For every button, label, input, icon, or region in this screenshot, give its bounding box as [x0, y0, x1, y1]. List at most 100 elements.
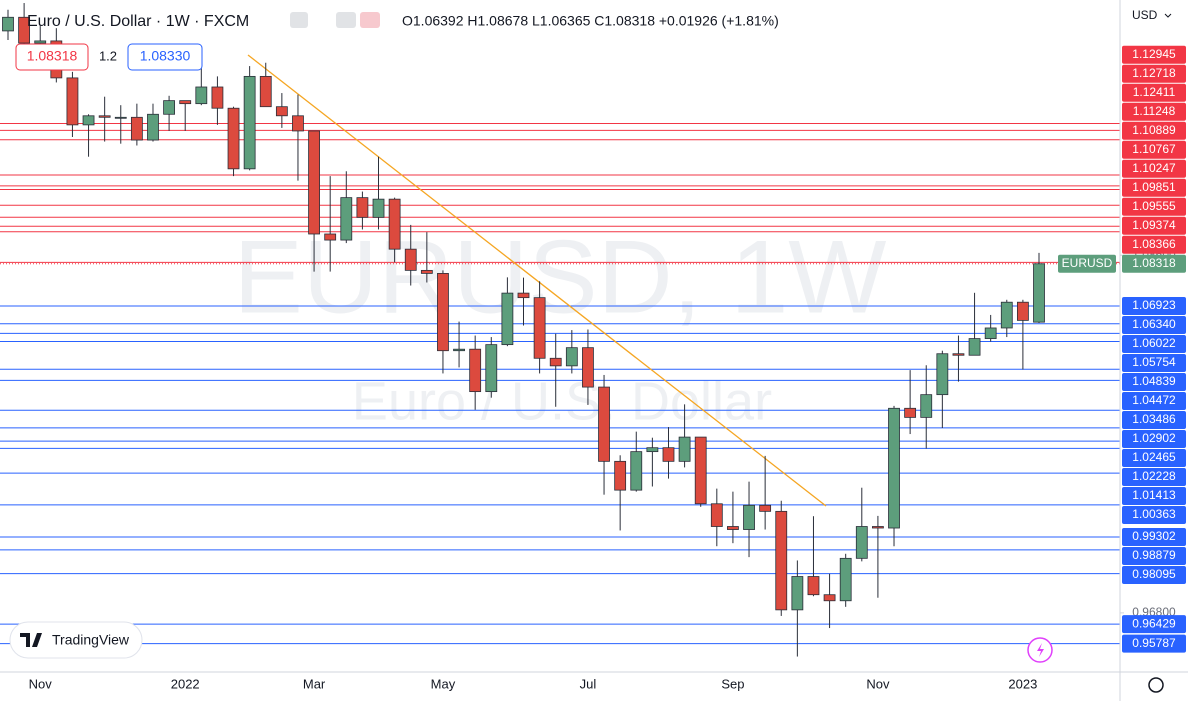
sell-button[interactable]	[15, 43, 89, 71]
candle-body	[211, 86, 224, 109]
candle-body	[614, 460, 627, 491]
candle-body	[791, 576, 804, 611]
candle-body	[904, 407, 917, 418]
x-tick-label: 2023	[1008, 676, 1037, 691]
icon[interactable]	[336, 12, 356, 28]
icon[interactable]	[360, 12, 380, 28]
candle-body	[163, 100, 175, 115]
level-label: 1.12718	[1132, 66, 1176, 80]
candle-body	[888, 407, 900, 529]
candle-body	[356, 197, 369, 218]
candle-body	[759, 504, 772, 512]
candle-body	[66, 77, 79, 126]
level-label-box	[1122, 102, 1186, 121]
level-label-box	[1122, 392, 1186, 411]
candle-body	[839, 557, 852, 602]
level-label-box	[1122, 430, 1186, 449]
candle-body	[469, 348, 482, 393]
level-label-box	[1122, 335, 1186, 354]
level-label: 1.09555	[1132, 199, 1176, 213]
candle-body	[420, 269, 433, 274]
candle-body	[275, 106, 288, 117]
level-label: 1.09851	[1132, 180, 1176, 194]
candle-body	[179, 100, 192, 105]
candle-body	[920, 394, 933, 418]
settings-icon[interactable]	[1148, 677, 1164, 693]
candle-body	[404, 248, 417, 271]
level-label: 1.10889	[1132, 123, 1176, 137]
level-label: 1.05754	[1132, 355, 1176, 369]
logo-icon	[20, 633, 42, 647]
candle-body	[437, 273, 449, 352]
sell-price[interactable]: 1.08318	[27, 48, 78, 64]
candle-body	[34, 40, 47, 44]
levels	[0, 123, 1120, 645]
candle-body	[743, 504, 755, 530]
currency-caret	[1164, 13, 1172, 18]
currency[interactable]: USD	[1132, 8, 1158, 22]
level-label-box	[1122, 121, 1186, 140]
candle-body	[598, 386, 610, 462]
candle-body	[517, 292, 530, 299]
level-label: 0.98879	[1132, 548, 1176, 562]
candle-body	[130, 116, 143, 141]
watermark-description: Euro / U.S. Dollar	[352, 371, 772, 431]
level-label-box	[1122, 316, 1186, 335]
symbol-title: Euro / U.S. Dollar · 1W · FXCM	[27, 13, 249, 30]
candle-body	[855, 526, 868, 559]
level-label: 1.00363	[1132, 507, 1176, 521]
candle-body	[952, 353, 965, 356]
level-label-box	[1122, 634, 1186, 653]
level-label: 1.02902	[1132, 431, 1176, 445]
candle-body	[823, 594, 836, 602]
level-label-box	[1122, 566, 1186, 585]
level-label-box	[1122, 216, 1186, 235]
level-label: 1.09374	[1132, 218, 1176, 232]
x-tick-label: Mar	[303, 676, 326, 691]
candle-body	[195, 86, 208, 105]
candle-body	[582, 347, 594, 388]
candle-body	[259, 75, 272, 108]
candle-body	[2, 16, 14, 32]
time-axis	[0, 672, 1120, 701]
candle-body	[694, 436, 707, 505]
level-label: 1.02465	[1132, 450, 1176, 464]
candle-body	[98, 115, 111, 118]
candle-body	[485, 344, 498, 393]
x-tick-label: Nov	[866, 676, 890, 691]
level-label: 1.06340	[1132, 317, 1176, 331]
level-label-box	[1122, 235, 1186, 254]
candle-body	[388, 198, 401, 250]
candle-body	[1016, 301, 1029, 321]
candle-body	[872, 526, 884, 529]
symbol-tag-box	[1058, 254, 1116, 273]
level-label: 1.06022	[1132, 336, 1176, 350]
candle-body	[549, 357, 562, 367]
candle-body	[630, 451, 643, 491]
logo-text[interactable]: TradingView	[52, 632, 130, 648]
level-label-box	[1122, 159, 1186, 178]
level-label: 1.11248	[1133, 104, 1176, 118]
candle-body	[308, 130, 320, 235]
level-label-box	[1122, 197, 1186, 216]
level-label: 1.06923	[1132, 298, 1176, 312]
level-label: 0.95787	[1132, 636, 1176, 650]
x-tick-label: Sep	[721, 676, 744, 691]
x-tick-label: Jul	[580, 676, 597, 691]
level-label: 1.04472	[1132, 393, 1176, 407]
candle-body	[646, 447, 659, 453]
level-label-box	[1122, 354, 1186, 373]
level-label-box	[1122, 178, 1186, 197]
candle-body	[807, 576, 820, 596]
icon[interactable]	[290, 12, 308, 28]
buy-button[interactable]	[127, 43, 203, 71]
x-tick-label: 2022	[171, 676, 200, 691]
alert-bolt	[1037, 643, 1044, 657]
candle-body	[710, 503, 723, 527]
logo-box[interactable]	[9, 621, 143, 659]
buy-price[interactable]: 1.08330	[140, 48, 191, 64]
candle-body	[936, 353, 949, 396]
level-label: 1.01413	[1132, 488, 1176, 502]
